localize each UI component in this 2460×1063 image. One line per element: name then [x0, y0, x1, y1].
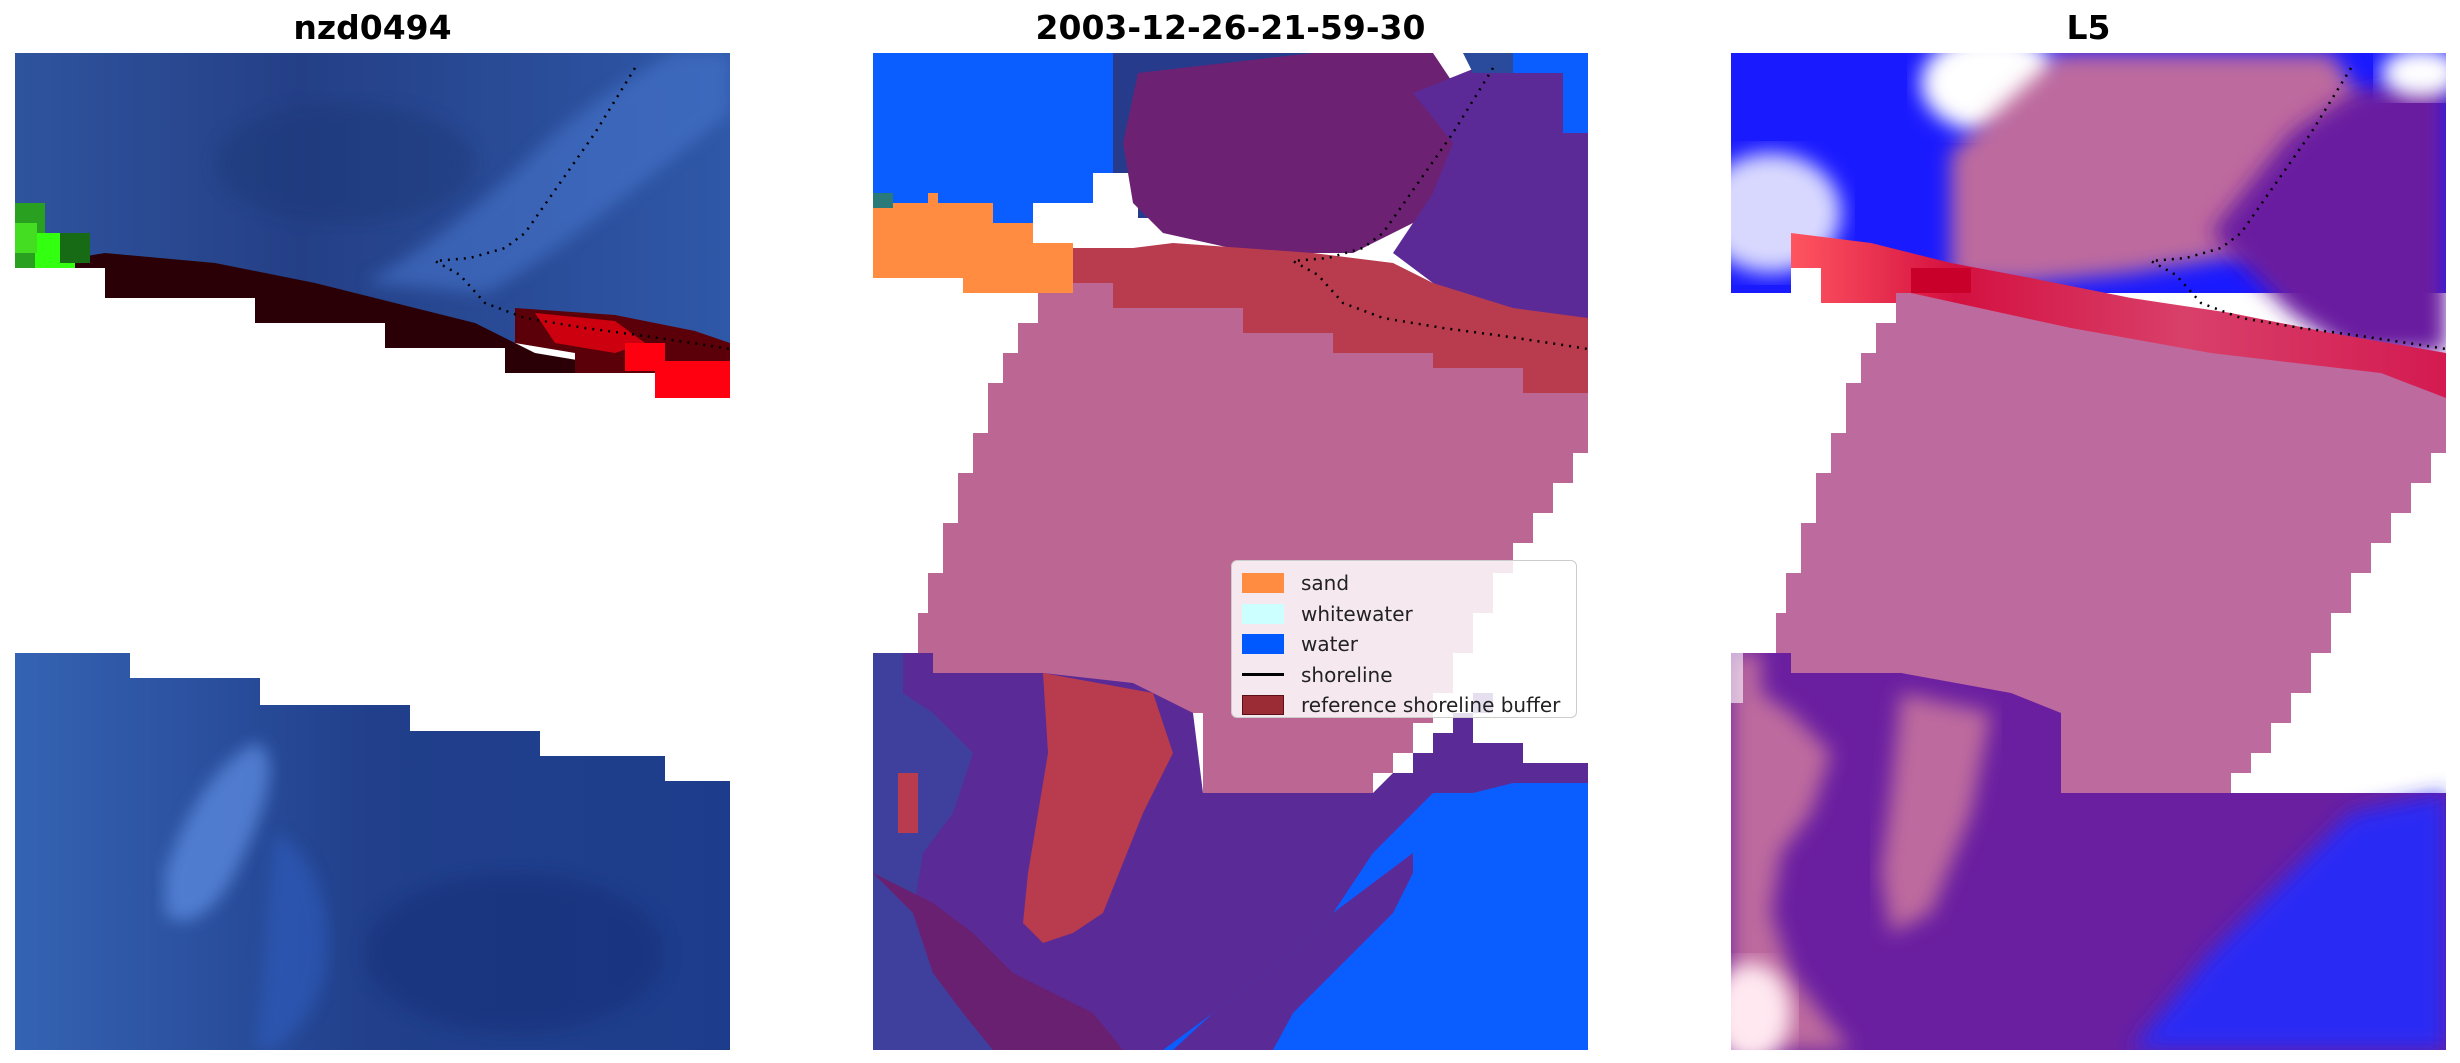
legend-label-whitewater: whitewater [1301, 601, 1413, 626]
classification-panel [873, 53, 1588, 1050]
legend: sand whitewater water shoreline referenc… [1231, 560, 1577, 718]
rgb-upper-region [15, 53, 730, 653]
panel-title-classification: 2003-12-26-21-59-30 [1035, 8, 1426, 47]
panel-title-index: L5 [2066, 8, 2111, 47]
legend-label-shoreline: shoreline [1301, 662, 1393, 687]
legend-swatch-water [1242, 634, 1284, 655]
legend-swatch-buffer [1242, 695, 1284, 716]
legend-item-whitewater: whitewater [1242, 599, 1566, 630]
rgb-image-panel [15, 53, 730, 1050]
index-image [1731, 53, 2446, 1050]
legend-swatch-whitewater [1242, 603, 1284, 624]
legend-item-buffer: reference shoreline buffer [1242, 690, 1566, 721]
rgb-lower-region [15, 653, 730, 1050]
legend-label-sand: sand [1301, 571, 1350, 596]
legend-item-water: water [1242, 629, 1566, 660]
legend-line-shoreline [1242, 673, 1284, 677]
index-panel [1731, 53, 2446, 1050]
legend-item-sand: sand [1242, 568, 1566, 599]
classified-image [873, 53, 1588, 1050]
legend-label-buffer: reference shoreline buffer [1301, 693, 1561, 718]
legend-label-water: water [1301, 632, 1358, 657]
legend-item-shoreline: shoreline [1242, 660, 1566, 691]
panel-title-rgb: nzd0494 [293, 8, 452, 47]
legend-swatch-sand [1242, 573, 1284, 594]
